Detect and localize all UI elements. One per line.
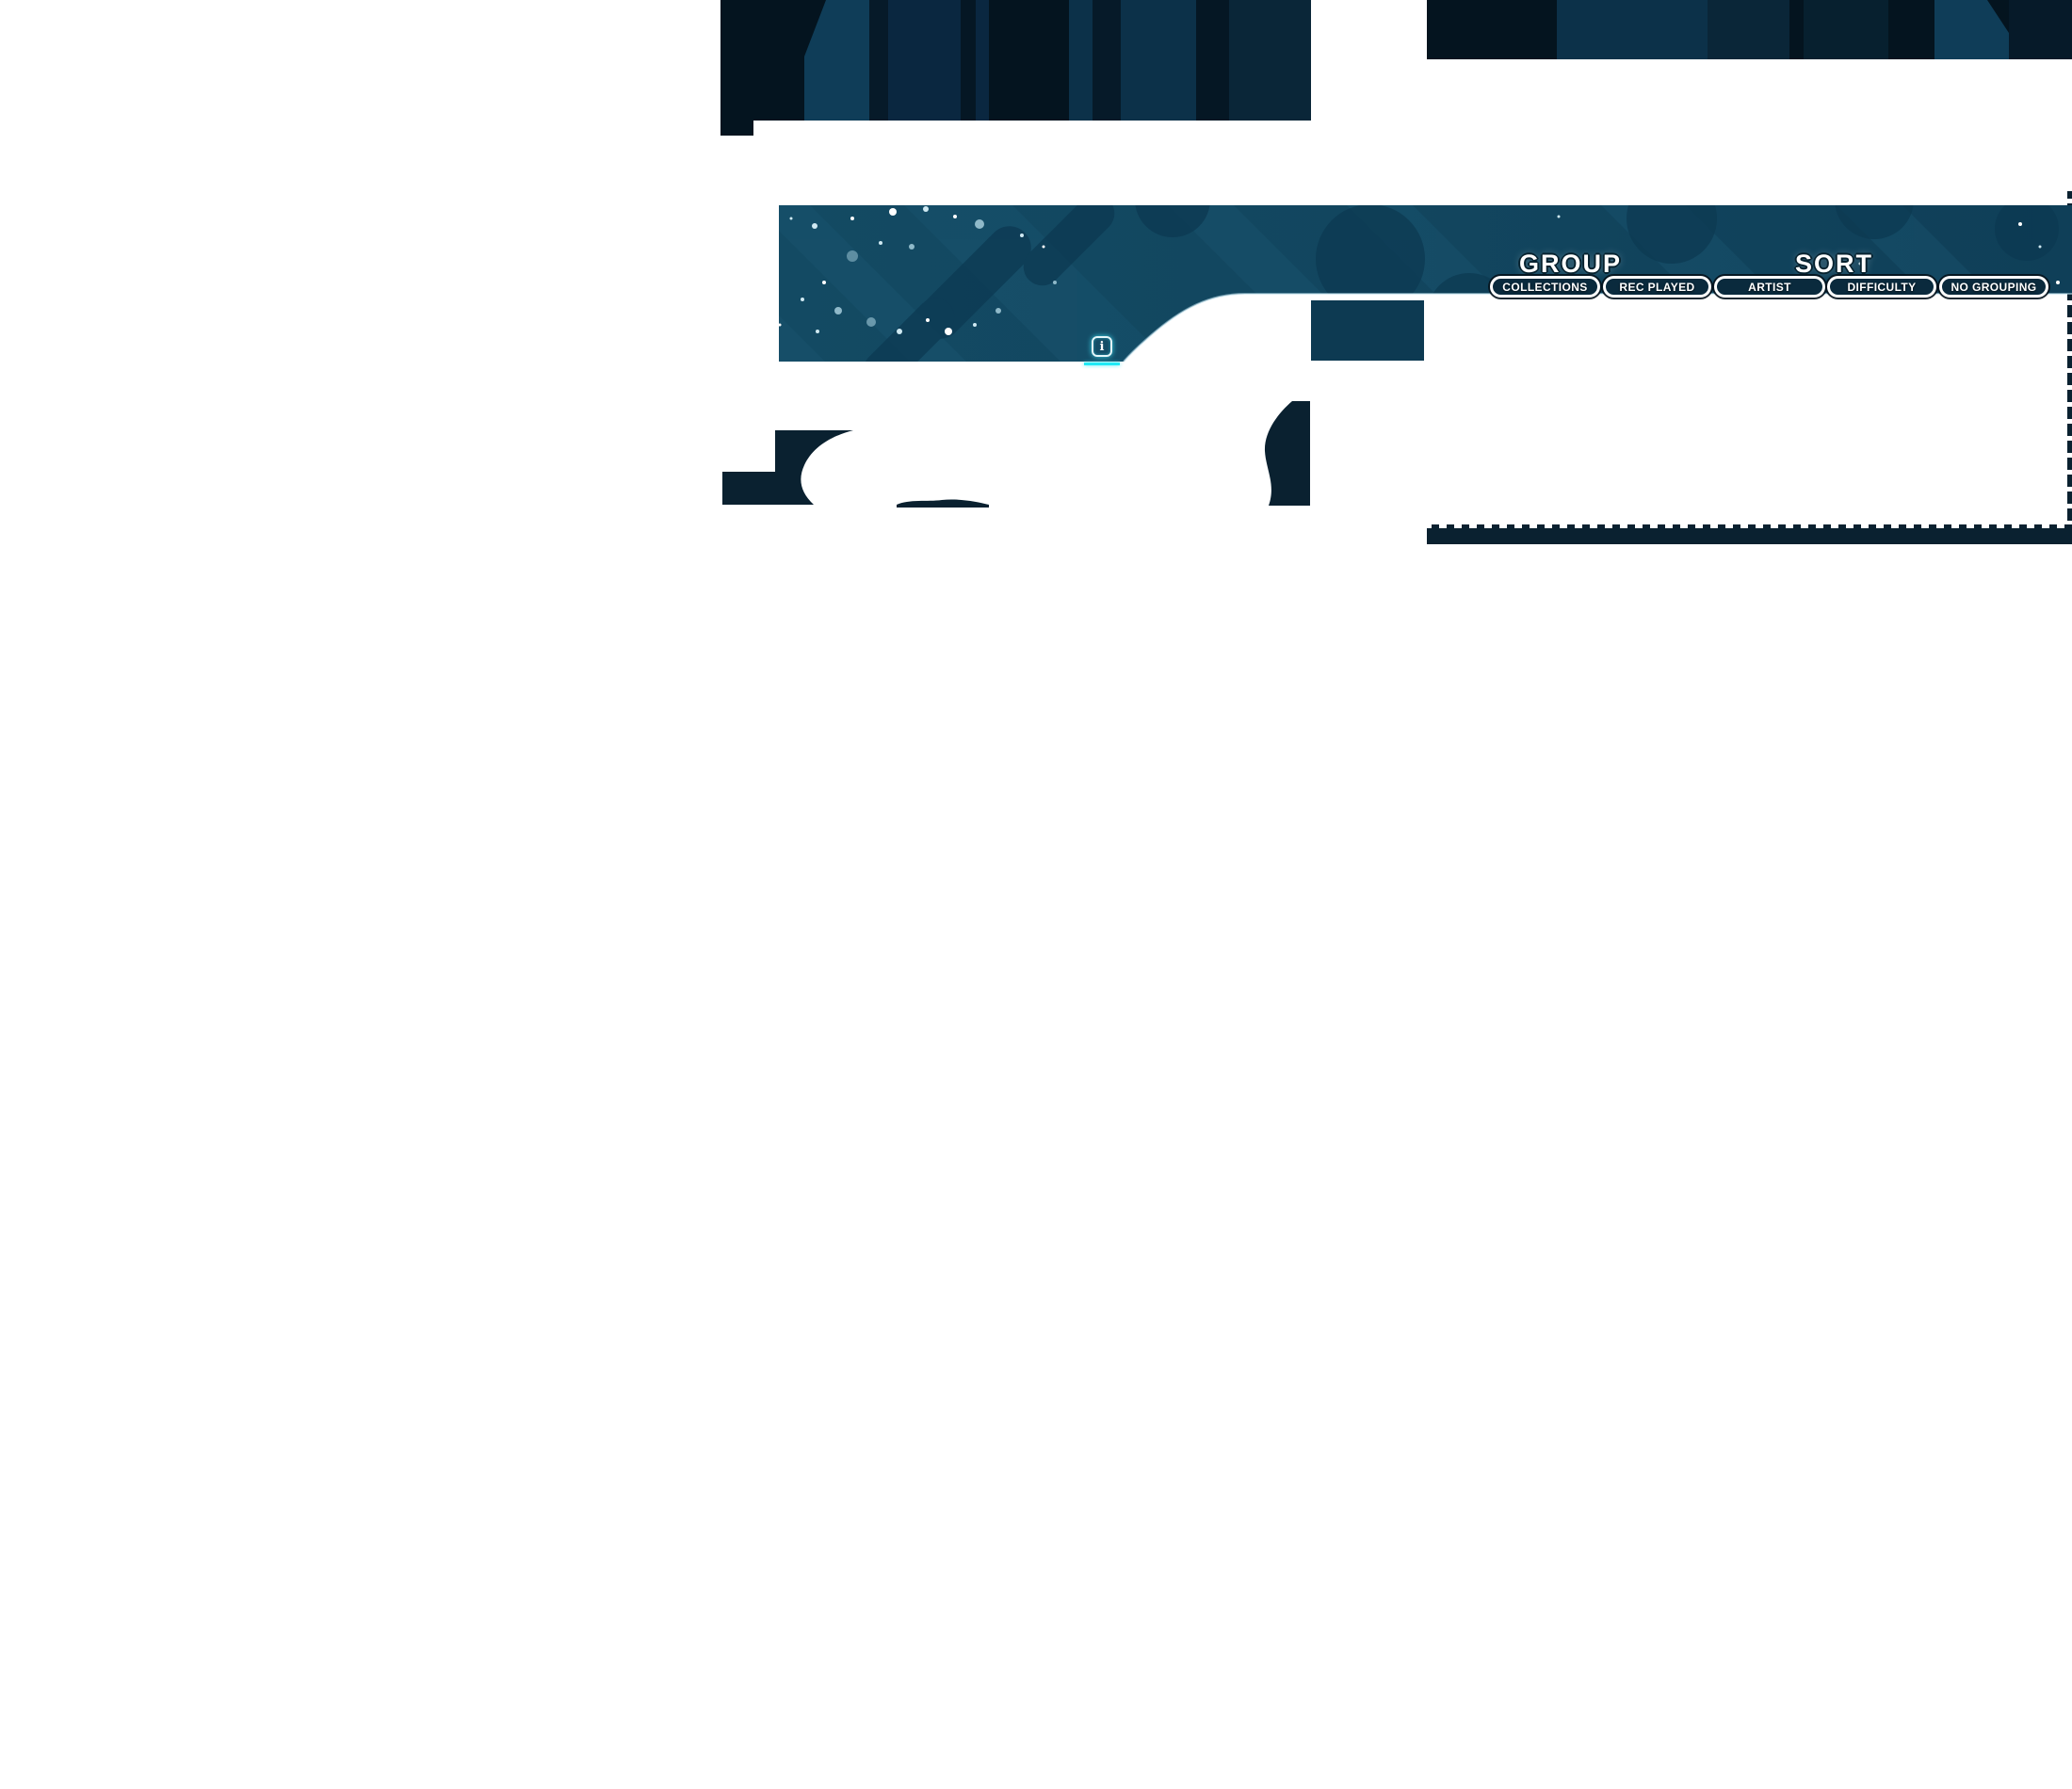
tab-artist[interactable]: ARTIST [1714, 276, 1825, 298]
panel-top-strip [1427, 524, 2072, 544]
cutoff-blob [722, 430, 853, 505]
cutoff-sliver [897, 499, 989, 508]
tab-collections[interactable]: COLLECTIONS [1490, 276, 1600, 298]
background-stripe-block-right [1427, 0, 2072, 59]
block-left-notch [720, 121, 753, 136]
tab-no-grouping[interactable]: NO GROUPING [1939, 276, 2048, 298]
light-shard-right [1934, 0, 2009, 59]
sort-heading: SORT [1794, 250, 1873, 278]
info-icon[interactable]: i [1092, 336, 1112, 357]
tab-recently-played[interactable]: REC PLAYED [1603, 276, 1711, 298]
band-bottom-highlight [1123, 293, 2072, 363]
right-edge-dashed-sliver [2067, 191, 2072, 528]
light-shard-left [804, 0, 869, 121]
cutoff-ribbon [1264, 401, 1310, 506]
background-stripe-block-left [720, 0, 1311, 136]
info-cyan-underline [1084, 363, 1120, 365]
teal-panel-fragment [1311, 300, 1424, 361]
group-heading: GROUP [1518, 250, 1622, 278]
tab-difficulty[interactable]: DIFFICULTY [1827, 276, 1936, 298]
cutoff-shape-group [722, 401, 1310, 508]
particle-dots [779, 206, 2060, 335]
